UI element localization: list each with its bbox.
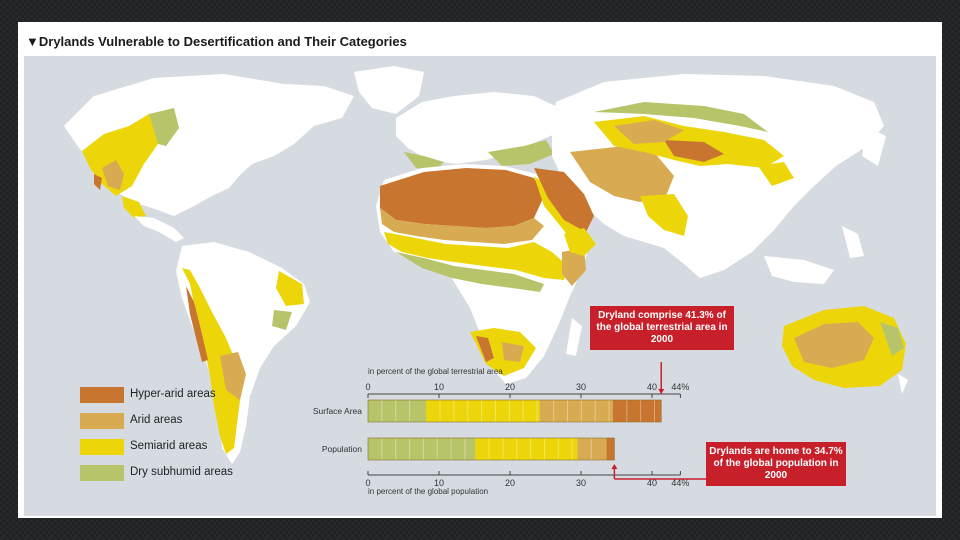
bar-segment	[426, 400, 540, 422]
legend-label: Dry subhumid areas	[130, 466, 233, 478]
row-label: Population	[322, 444, 362, 454]
bar-outline	[367, 399, 662, 423]
map-title: ▼Drylands Vulnerable to Desertification …	[26, 34, 407, 49]
legend-swatch	[80, 439, 124, 455]
legend-swatch	[80, 387, 124, 403]
top-tick-label: 0	[365, 382, 370, 392]
area-callout-arrowhead	[658, 389, 665, 394]
africa	[376, 164, 590, 384]
top-tick-label: 44%	[671, 382, 689, 392]
top-tick-label: 20	[505, 382, 515, 392]
bar-segment	[577, 438, 607, 460]
bottom-tick-label: 20	[505, 478, 515, 488]
population-callout: Drylands are home to 34.7% of the global…	[706, 442, 846, 486]
top-tick-label: 30	[576, 382, 586, 392]
asia	[534, 74, 886, 284]
australia	[782, 306, 908, 394]
legend-label: Arid areas	[130, 414, 183, 426]
area-callout: Dryland comprise 41.3% of the global ter…	[590, 306, 734, 350]
bottom-axis-caption: in percent of the global population	[368, 487, 488, 496]
population-callout-arrowhead	[611, 464, 618, 469]
north-america	[64, 74, 354, 242]
drylands-bar-chart: in percent of the global terrestrial are…	[303, 362, 723, 502]
europe	[396, 92, 564, 170]
top-axis-caption: in percent of the global terrestrial are…	[368, 367, 503, 376]
legend-label: Semiarid areas	[130, 440, 208, 452]
top-tick-label: 10	[434, 382, 444, 392]
bar-segment	[475, 438, 578, 460]
bar-segment	[606, 438, 615, 460]
bottom-tick-label: 40	[647, 478, 657, 488]
row-label: Surface Area	[313, 406, 362, 416]
bar-segment	[612, 400, 662, 422]
bottom-tick-label: 0	[365, 478, 370, 488]
bar-segment	[368, 438, 476, 460]
top-tick-label: 40	[647, 382, 657, 392]
bar-chart-svg: in percent of the global terrestrial are…	[313, 362, 706, 496]
south-america	[176, 242, 310, 464]
bottom-tick-label: 10	[434, 478, 444, 488]
bar-segment	[368, 400, 427, 422]
legend-swatch	[80, 465, 124, 481]
bar-outline	[367, 437, 615, 461]
bottom-tick-label: 44%	[671, 478, 689, 488]
legend-swatch	[80, 413, 124, 429]
bar-segment	[539, 400, 613, 422]
bottom-tick-label: 30	[576, 478, 586, 488]
greenland	[354, 66, 424, 114]
slide: ▼Drylands Vulnerable to Desertification …	[18, 22, 942, 518]
legend-label: Hyper-arid areas	[130, 388, 216, 400]
